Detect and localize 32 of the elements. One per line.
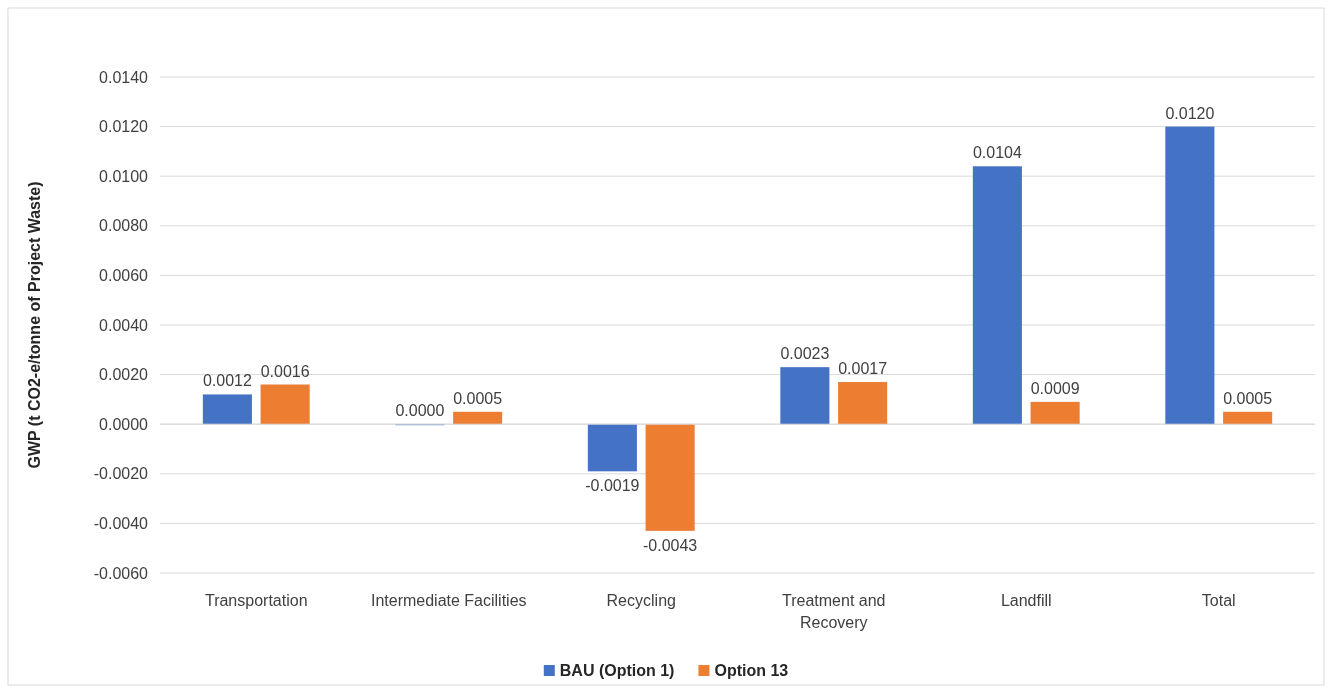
data-label: 0.0000	[395, 402, 445, 420]
y-tick-label: 0.0080	[99, 217, 149, 235]
y-tick-label: 0.0060	[99, 267, 149, 285]
y-tick-label: 0.0120	[99, 118, 149, 136]
data-label: 0.0104	[972, 144, 1022, 162]
y-tick-label: 0.0140	[99, 68, 149, 86]
y-tick-label: 0.0040	[99, 316, 149, 334]
x-tick-label: Intermediate Facilities	[370, 592, 527, 609]
x-tick-label: Landfill	[1000, 592, 1052, 609]
y-tick-label: -0.0040	[93, 515, 149, 533]
legend-label: Option 13	[714, 662, 789, 679]
y-tick-label: -0.0020	[93, 465, 149, 483]
data-label: -0.0019	[585, 477, 640, 495]
x-tick-label: Treatment and Recovery	[782, 592, 886, 631]
data-label: 0.0012	[202, 372, 252, 390]
data-label: -0.0043	[642, 536, 698, 554]
y-tick-label: -0.0060	[93, 564, 149, 582]
y-tick-label: 0.0000	[99, 415, 149, 433]
x-tick-label: Recycling	[606, 592, 676, 609]
data-label: 0.0016	[260, 362, 310, 380]
y-tick-label: 0.0020	[99, 366, 149, 384]
x-tick-label: Total	[1201, 592, 1236, 609]
x-tick-label: Transportation	[204, 592, 308, 609]
data-label: 0.0005	[1223, 389, 1273, 407]
data-label: 0.0120	[1165, 104, 1215, 122]
data-label: 0.0017	[838, 360, 888, 378]
data-label: 0.0009	[1030, 379, 1080, 397]
y-tick-label: 0.0100	[99, 167, 149, 185]
legend-label: BAU (Option 1)	[559, 662, 675, 679]
y-axis-title: GWP (t CO2-e/tonne of Project Waste)	[26, 181, 43, 469]
data-label: 0.0023	[780, 345, 830, 363]
data-label: 0.0005	[453, 389, 503, 407]
